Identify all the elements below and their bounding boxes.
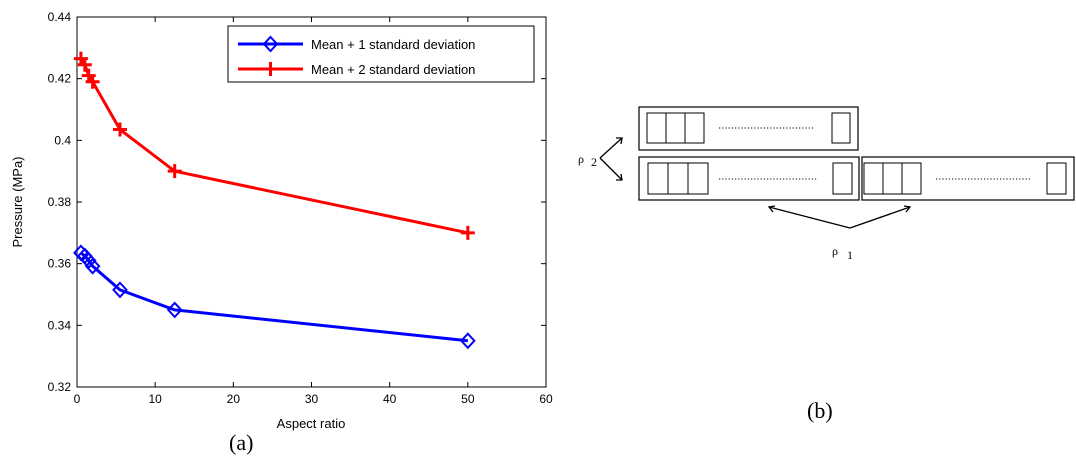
top-strip-cell: [665, 112, 686, 144]
y-tick-label: 0.32: [48, 380, 72, 394]
y-tick-label: 0.34: [48, 318, 72, 332]
x-tick-label: 40: [383, 392, 397, 406]
y-tick-label: 0.36: [48, 257, 72, 271]
bottom-left-strip-cell: [687, 162, 709, 195]
top-strip-frame: [638, 106, 859, 151]
series-1-point: [84, 257, 101, 275]
series-2-point: [167, 164, 182, 179]
y-tick-label: 0.4: [54, 133, 71, 147]
x-tick-label: 50: [461, 392, 475, 406]
rho1-subscript: 1: [847, 248, 853, 262]
x-axis-label: Aspect ratio: [277, 416, 346, 431]
rho2-label: ρ 2: [578, 152, 597, 169]
legend-label-series-1: Mean + 1 standard deviation: [311, 37, 475, 52]
bottom-left-strip-cell: [832, 162, 853, 195]
y-tick-label: 0.38: [48, 195, 72, 209]
rho2-symbol: ρ: [578, 152, 584, 166]
series-1-point: [166, 301, 183, 319]
x-tick-label: 30: [305, 392, 319, 406]
rho2-arrows: [599, 137, 623, 181]
x-tick-label: 0: [74, 392, 81, 406]
caption-a: (a): [229, 430, 254, 455]
series-2-point: [77, 57, 92, 72]
bottom-right-strip-frame: [861, 156, 1075, 201]
legend: Mean + 1 standard deviation Mean + 2 sta…: [227, 25, 535, 83]
bottom-right-strip-cell: [863, 162, 884, 195]
legend-box: [227, 25, 535, 83]
legend-marker-series-2: [263, 62, 278, 76]
y-axis: 0.32 0.34 0.36 0.38 0.4 0.42 0.44: [48, 10, 546, 394]
series-2-point: [460, 225, 475, 240]
y-tick-label: 0.44: [48, 10, 72, 24]
top-strip: [638, 106, 859, 151]
bottom-left-strip-cell: [647, 162, 669, 195]
rho1-label: ρ 1: [832, 244, 853, 262]
legend-label-series-2: Mean + 2 standard deviation: [311, 62, 475, 77]
x-tick-label: 10: [148, 392, 162, 406]
series-2-point: [112, 122, 127, 137]
y-tick-label: 0.42: [48, 72, 72, 86]
legend-marker-series-1: [262, 35, 279, 53]
top-strip-cell: [646, 112, 667, 144]
x-tick-label: 20: [227, 392, 241, 406]
bottom-left-strip-frame: [638, 156, 860, 201]
rho2-subscript: 2: [591, 155, 597, 169]
top-strip-cell: [831, 112, 851, 144]
series-layer: [73, 51, 476, 350]
top-strip-cell: [684, 112, 705, 144]
bottom-left-strip-cell: [667, 162, 689, 195]
pressure-chart: 0 10 20 30 40 50 60 0.32 0.34 0.36 0.38 0.4 0.42 0.4…: [10, 10, 553, 431]
caption-b: (b): [807, 398, 833, 423]
bottom-left-strip: [638, 156, 860, 201]
x-axis: 0 10 20 30 40 50 60: [74, 17, 553, 406]
series-1-point: [112, 281, 128, 299]
series-2-point: [85, 74, 100, 89]
series-1-point: [459, 332, 476, 350]
x-tick-label: 60: [539, 392, 553, 406]
rho1-arrows: [767, 205, 912, 229]
y-axis-label: Pressure (MPa): [10, 156, 25, 247]
bottom-right-strip-cell: [1046, 162, 1067, 195]
rho-diagram: ρ 2 ρ 1: [578, 106, 1075, 262]
bottom-right-strip-cell: [901, 162, 922, 195]
rho1-symbol: ρ: [832, 244, 838, 258]
bottom-right-strip-cell: [882, 162, 903, 195]
bottom-right-strip: [861, 156, 1075, 201]
